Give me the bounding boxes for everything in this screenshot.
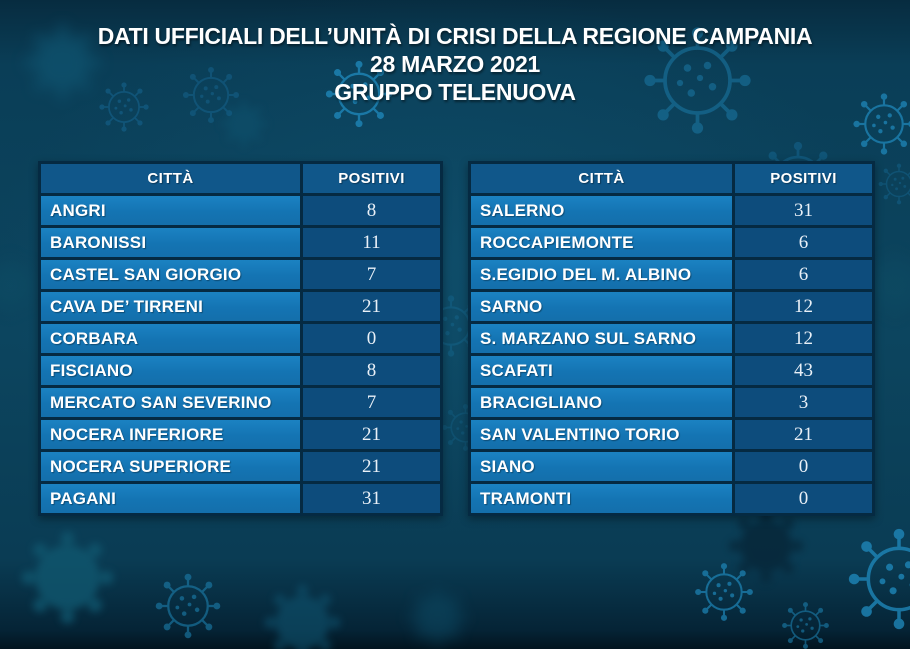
table-row: MERCATO SAN SEVERINO 7 xyxy=(41,388,440,417)
positives-cell: 12 xyxy=(735,292,872,321)
city-cell: SALERNO xyxy=(471,196,732,225)
city-cell: ANGRI xyxy=(41,196,300,225)
positives-cell: 21 xyxy=(735,420,872,449)
table-row: ANGRI 8 xyxy=(41,196,440,225)
city-cell: MERCATO SAN SEVERINO xyxy=(41,388,300,417)
positives-cell: 6 xyxy=(735,228,872,257)
city-cell: SARNO xyxy=(471,292,732,321)
positives-cell: 8 xyxy=(303,196,440,225)
table-row: TRAMONTI 0 xyxy=(471,484,872,513)
table-header-row: CITTÀ POSITIVI xyxy=(471,164,872,193)
virus-icon xyxy=(220,100,268,148)
city-cell: CASTEL SAN GIORGIO xyxy=(41,260,300,289)
city-cell: S.EGIDIO DEL M. ALBINO xyxy=(471,260,732,289)
virus-icon xyxy=(264,584,341,649)
virus-icon xyxy=(694,562,754,622)
table-header-positives: POSITIVI xyxy=(735,164,872,193)
positives-cell: 8 xyxy=(303,356,440,385)
city-cell: NOCERA SUPERIORE xyxy=(41,452,300,481)
city-cell: SIANO xyxy=(471,452,732,481)
left-table: CITTÀ POSITIVI ANGRI 8 BARONISSI 11 CAST… xyxy=(38,161,443,516)
date-line: 28 MARZO 2021 xyxy=(370,51,540,77)
virus-icon xyxy=(847,527,910,631)
table-header-city: CITTÀ xyxy=(471,164,732,193)
source-line: GRUPPO TELENUOVA xyxy=(334,79,576,105)
table-row: S.EGIDIO DEL M. ALBINO 6 xyxy=(471,260,872,289)
city-cell: BRACIGLIANO xyxy=(471,388,732,417)
positives-cell: 7 xyxy=(303,388,440,417)
table-row: CORBARA 0 xyxy=(41,324,440,353)
positives-cell: 11 xyxy=(303,228,440,257)
table-header-positives: POSITIVI xyxy=(303,164,440,193)
city-cell: BARONISSI xyxy=(41,228,300,257)
positives-cell: 0 xyxy=(303,324,440,353)
positives-cell: 0 xyxy=(735,452,872,481)
table-row: SAN VALENTINO TORIO 21 xyxy=(471,420,872,449)
virus-icon xyxy=(0,257,38,313)
table-row: NOCERA SUPERIORE 21 xyxy=(41,452,440,481)
positives-cell: 12 xyxy=(735,324,872,353)
city-cell: FISCIANO xyxy=(41,356,300,385)
table-row: CASTEL SAN GIORGIO 7 xyxy=(41,260,440,289)
positives-cell: 3 xyxy=(735,388,872,417)
table-row: BARONISSI 11 xyxy=(41,228,440,257)
positives-cell: 21 xyxy=(303,420,440,449)
table-row: SALERNO 31 xyxy=(471,196,872,225)
city-cell: PAGANI xyxy=(41,484,300,513)
city-cell: CAVA DE’ TIRRENI xyxy=(41,292,300,321)
table-row: PAGANI 31 xyxy=(41,484,440,513)
virus-icon xyxy=(21,531,114,624)
virus-icon xyxy=(729,509,803,583)
table-row: S. MARZANO SUL SARNO 12 xyxy=(471,324,872,353)
table-row: ROCCAPIEMONTE 6 xyxy=(471,228,872,257)
city-cell: S. MARZANO SUL SARNO xyxy=(471,324,732,353)
positives-cell: 21 xyxy=(303,292,440,321)
right-table: CITTÀ POSITIVI SALERNO 31 ROCCAPIEMONTE … xyxy=(468,161,875,516)
city-cell: SAN VALENTINO TORIO xyxy=(471,420,732,449)
table-row: FISCIANO 8 xyxy=(41,356,440,385)
table-row: SIANO 0 xyxy=(471,452,872,481)
city-cell: SCAFATI xyxy=(471,356,732,385)
city-cell: CORBARA xyxy=(41,324,300,353)
city-cell: NOCERA INFERIORE xyxy=(41,420,300,449)
table-row: BRACIGLIANO 3 xyxy=(471,388,872,417)
table-row: CAVA DE’ TIRRENI 21 xyxy=(41,292,440,321)
page-title: DATI UFFICIALI DELL’UNITÀ DI CRISI DELLA… xyxy=(97,23,813,49)
table-row: SARNO 12 xyxy=(471,292,872,321)
virus-icon xyxy=(781,601,830,649)
virus-icon xyxy=(154,572,222,640)
positives-cell: 0 xyxy=(735,484,872,513)
positives-cell: 43 xyxy=(735,356,872,385)
table-header-row: CITTÀ POSITIVI xyxy=(41,164,440,193)
table-row: SCAFATI 43 xyxy=(471,356,872,385)
title-block: DATI UFFICIALI DELL’UNITÀ DI CRISI DELLA… xyxy=(0,22,910,106)
positives-cell: 31 xyxy=(735,196,872,225)
positives-cell: 6 xyxy=(735,260,872,289)
positives-cell: 7 xyxy=(303,260,440,289)
virus-icon xyxy=(407,587,468,648)
table-row: NOCERA INFERIORE 21 xyxy=(41,420,440,449)
city-cell: TRAMONTI xyxy=(471,484,732,513)
positives-cell: 21 xyxy=(303,452,440,481)
table-header-city: CITTÀ xyxy=(41,164,300,193)
city-cell: ROCCAPIEMONTE xyxy=(471,228,732,257)
virus-icon xyxy=(877,162,910,206)
positives-cell: 31 xyxy=(303,484,440,513)
